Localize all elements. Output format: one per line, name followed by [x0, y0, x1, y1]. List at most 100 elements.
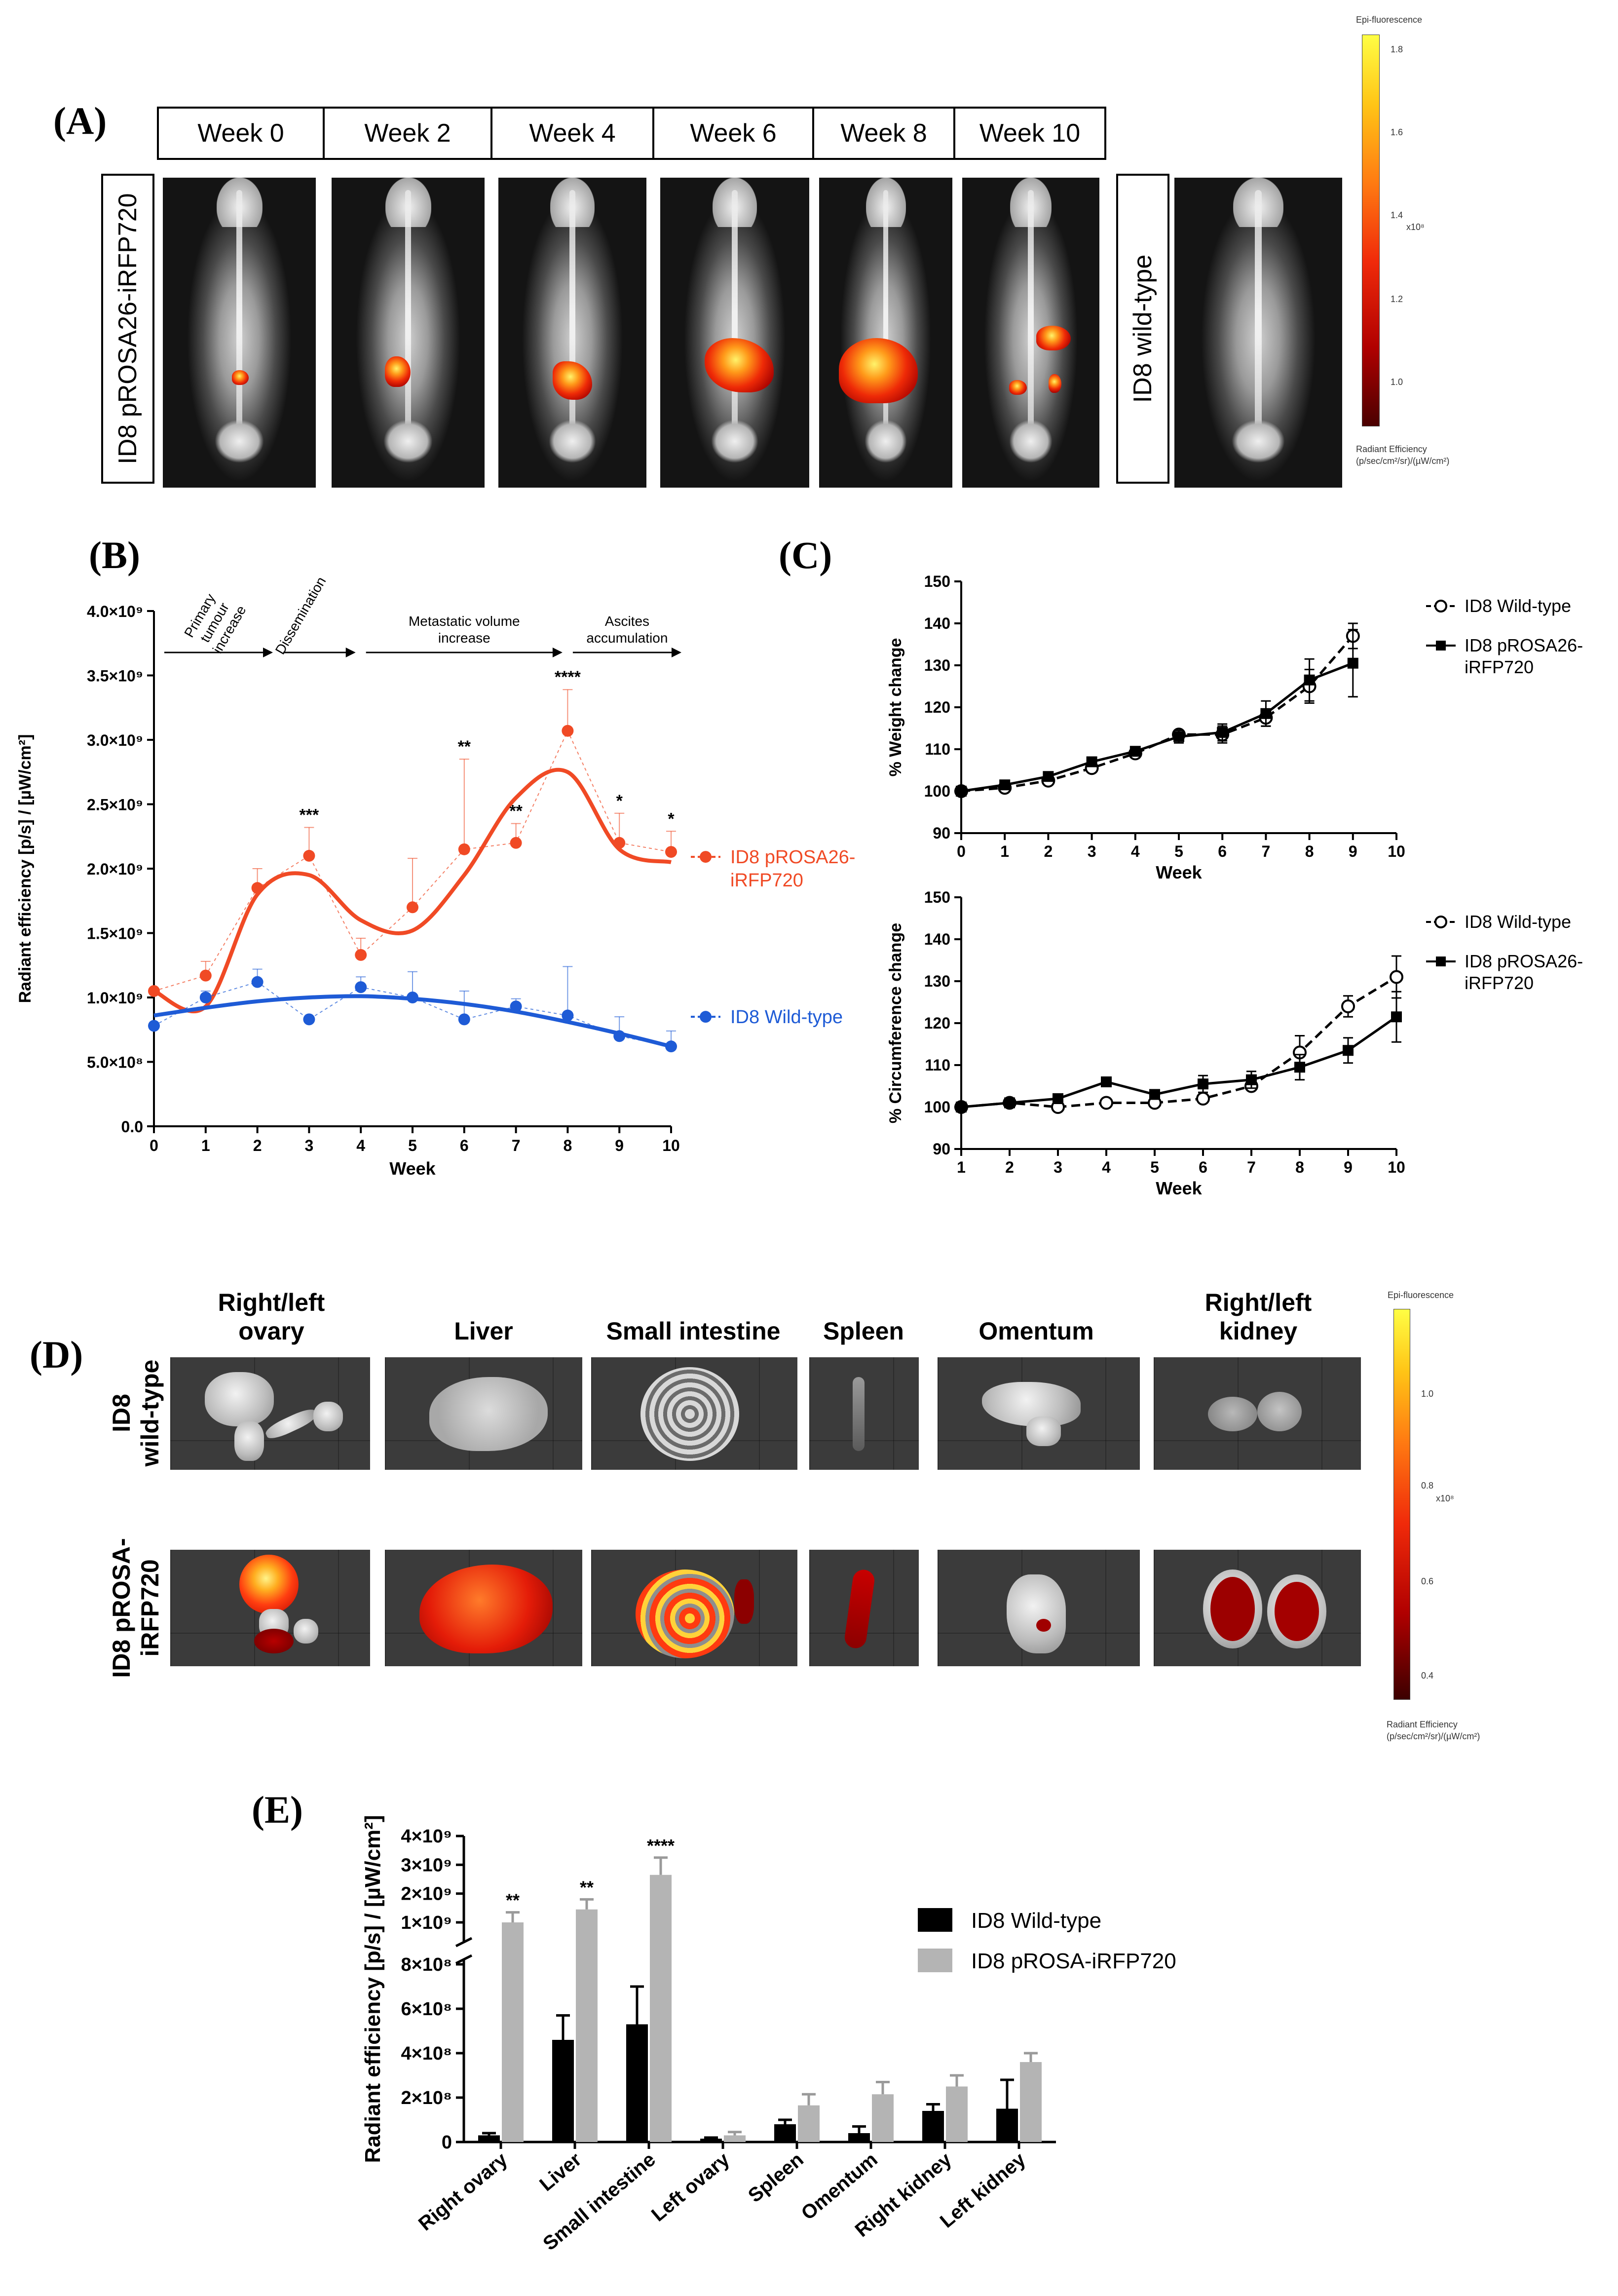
colorbar-a	[1362, 35, 1380, 426]
mouse-image-week10	[962, 178, 1099, 488]
chart-c-weight-x-tick-label: 7	[1262, 842, 1271, 860]
colorbar-a-unit: Radiant Efficiency	[1356, 444, 1427, 454]
chart-c-circ-y-tick-label: 150	[924, 888, 950, 906]
chart-c-circ-data-point	[1343, 1045, 1354, 1056]
chart-b-y-tick-label: 2.0×10⁹	[87, 860, 143, 878]
chart-c-circ-y-tick-label: 140	[924, 930, 950, 948]
organ-col-text: Right/left ovary	[218, 1289, 325, 1345]
colorbar-a-title: Epi-fluorescence	[1356, 15, 1423, 25]
chart-c-circ-x-tick-label: 6	[1199, 1158, 1207, 1176]
chart-c-circ-data-point	[1198, 1078, 1208, 1090]
organ-row-label-text: ID8	[108, 1394, 135, 1432]
chart-c-weight: 90 100 110 120 130 140 150 0 1 2 3 4 5 6 7 8 9 10 Week % We…	[886, 573, 1583, 882]
chart-c-weight-data-point	[1129, 746, 1141, 757]
organ-image-wt-kidney	[1154, 1357, 1361, 1470]
chart-c-circ-data-point	[1294, 1062, 1305, 1073]
chart-e-y-tick-label: 4×10⁹	[401, 1826, 452, 1847]
chart-b-phase-label: Metastatic volume	[409, 613, 520, 629]
chart-c-weight-x-tick-label: 5	[1174, 842, 1183, 860]
chart-c-weight-series-line	[961, 662, 1354, 793]
chart-b-data-point	[562, 1009, 574, 1022]
chart-e-y-tick-label: 6×10⁸	[401, 1999, 452, 2020]
chart-b-data-point	[407, 901, 418, 914]
panel-b-letter: (B)	[89, 534, 140, 576]
chart-b-legend-label: iRFP720	[730, 870, 803, 891]
chart-b-legend-marker	[700, 1011, 712, 1023]
mouse-image-wild-type	[1174, 178, 1342, 488]
chart-c-circ-legend-label: ID8 pROSA26-	[1465, 951, 1583, 971]
organ-image-irfp-small-intestine	[591, 1550, 797, 1666]
chart-b-significance: *	[616, 792, 623, 810]
chart-e-y-tick-label: 3×10⁹	[401, 1855, 452, 1875]
week-label-8: Week 8	[812, 107, 955, 160]
mouse-image-week0	[163, 178, 316, 488]
chart-b-phase-label: Dissemination	[272, 574, 329, 657]
chart-e-bar	[996, 2108, 1018, 2142]
colorbar-d-tick: 0.4	[1421, 1671, 1434, 1681]
organ-col-ovary: Right/left ovary	[168, 1288, 375, 1345]
chart-b-data-point	[665, 846, 677, 858]
chart-e-bar	[872, 2094, 894, 2142]
chart-e-bar	[798, 2105, 820, 2142]
week-label-text: Week 8	[840, 119, 927, 148]
week-label-4: Week 4	[490, 107, 654, 160]
organ-image-wt-spleen	[809, 1357, 919, 1470]
organ-image-wt-omentum	[938, 1357, 1140, 1470]
panel-e-letter: (E)	[252, 1788, 303, 1831]
colorbar-a-tick: 1.4	[1391, 210, 1403, 220]
chart-c-circumference: 90 100 110 120 130 140 150 1 2 3 4 5 6 7 8 9 10 Week % Cir…	[886, 888, 1583, 1198]
week-label-0: Week 0	[157, 107, 325, 160]
chart-c-circ-y-tick-label: 120	[924, 1014, 950, 1032]
wt-row-label-text: ID8 wild-type	[1129, 254, 1157, 403]
chart-b-y-tick-label: 5.0×10⁸	[87, 1054, 143, 1071]
chart-c-circ-y-tick-label: 100	[924, 1098, 950, 1116]
chart-c-weight-data-point	[1173, 731, 1184, 742]
chart-c-circ-data-point	[1341, 999, 1355, 1013]
week-label-text: Week 10	[979, 119, 1081, 148]
chart-c-circ-y-tick-label: 90	[933, 1140, 950, 1158]
tumor-signal	[839, 338, 918, 403]
chart-c-weight-y-tick-label: 100	[924, 782, 950, 800]
chart-c-weight-legend-label: iRFP720	[1465, 657, 1534, 677]
tumor-signal	[385, 356, 411, 387]
chart-e-x-tick-label: Liver	[535, 2148, 586, 2195]
organ-col-text: Omentum	[978, 1317, 1094, 1345]
chart-b-x-tick-label: 8	[564, 1137, 572, 1154]
chart-b-phase-arrowhead	[263, 648, 273, 657]
chart-b-phase-arrowhead	[671, 648, 681, 657]
chart-b-phase-label: Ascites	[605, 613, 649, 629]
chart-c-weight-xlabel: Week	[1156, 862, 1202, 882]
chart-e-legend-swatch	[918, 1949, 952, 1972]
chart-b-data-point	[458, 1013, 470, 1026]
chart-e-bar	[552, 2040, 574, 2142]
chart-b-significance: ****	[555, 668, 581, 687]
colorbar-a-exponent: x10⁸	[1406, 222, 1425, 232]
week-label-text: Week 0	[197, 119, 284, 148]
colorbar-d-exponent: x10⁸	[1436, 1493, 1454, 1503]
chart-c-weight-y-tick-label: 110	[925, 740, 950, 758]
tumor-signal	[705, 338, 774, 392]
week-label-6: Week 6	[652, 107, 814, 160]
chart-b-data-point	[613, 1030, 626, 1042]
organ-image-wt-ovary	[170, 1357, 370, 1470]
colorbar-d-tick: 0.8	[1421, 1481, 1434, 1491]
chart-b-data-point	[407, 992, 418, 1003]
colorbar-d-title: Epi-fluorescence	[1388, 1290, 1454, 1300]
chart-b-x-tick-label: 6	[460, 1137, 469, 1154]
chart-c-weight-x-tick-label: 3	[1088, 842, 1096, 860]
irfp-row-label: ID8 pROSA26-iRFP720	[101, 174, 154, 484]
chart-c-weight-x-tick-label: 0	[957, 842, 966, 860]
chart-b-legend-label: ID8 Wild-type	[730, 1007, 843, 1028]
organ-image-irfp-omentum	[938, 1550, 1140, 1666]
chart-e-bar	[576, 1909, 598, 2142]
chart-c-circ-data-point	[1196, 1092, 1210, 1106]
chart-c-weight-x-tick-label: 6	[1218, 842, 1227, 860]
chart-b-data-point	[510, 1000, 522, 1013]
chart-c-circ-x-tick-label: 1	[957, 1158, 966, 1176]
chart-c-circ-data-point	[956, 1102, 967, 1112]
chart-b-data-point	[562, 725, 574, 737]
chart-c-weight-legend-marker	[1436, 641, 1446, 651]
chart-e-y-tick-label: 0	[442, 2132, 452, 2153]
chart-b-significance: **	[458, 737, 471, 756]
irfp-row-label-text: ID8 pROSA26-iRFP720	[113, 193, 142, 464]
